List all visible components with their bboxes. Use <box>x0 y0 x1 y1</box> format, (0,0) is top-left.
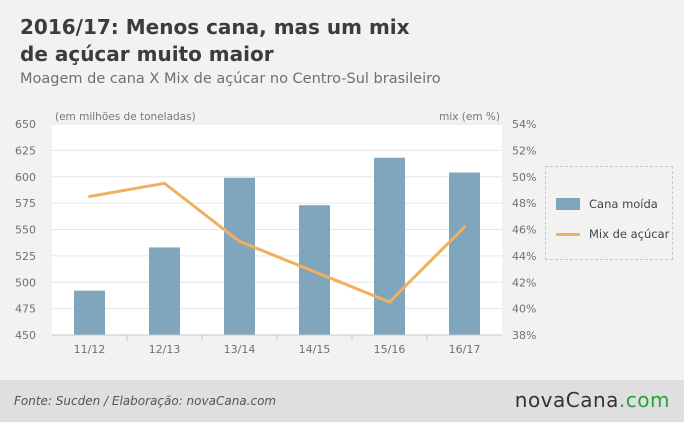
x-tick-label: 14/15 <box>299 343 331 356</box>
bar-16-17 <box>449 172 480 335</box>
y-left-axis-label: (em milhões de toneladas) <box>55 111 196 123</box>
x-tick-label: 16/17 <box>449 343 481 356</box>
y-left-tick-label: 500 <box>15 276 36 289</box>
chart-title: 2016/17: Menos cana, mas um mix de açúca… <box>20 15 410 66</box>
y-right-axis-label: mix (em %) <box>439 111 500 123</box>
combo-chart: 450 38% 475 40% 500 42% 525 44% 550 46% 575 48% 600 5… <box>15 111 536 356</box>
y-left-tick-label: 650 <box>15 118 36 131</box>
y-right-tick-label: 44% <box>512 250 536 263</box>
bar-15-16 <box>374 157 405 335</box>
y-left-tick-label: 600 <box>15 171 36 184</box>
bar-11-12 <box>74 290 105 335</box>
y-right-tick-label: 38% <box>512 329 536 342</box>
logo-accent-text: .com <box>618 388 670 412</box>
x-tick-label: 11/12 <box>74 343 106 356</box>
x-tick-label: 15/16 <box>374 343 406 356</box>
brand-logo: novaCana.com <box>515 388 670 412</box>
legend-swatch-bars <box>556 198 580 210</box>
y-left-tick-label: 625 <box>15 144 36 157</box>
y-left-tick-label: 525 <box>15 250 36 263</box>
y-left-tick-label: 550 <box>15 224 36 237</box>
y-right-tick-label: 52% <box>512 144 536 157</box>
chart-subtitle: Moagem de cana X Mix de açúcar no Centro… <box>20 71 441 87</box>
y-right-tick-label: 48% <box>512 197 536 210</box>
mix-line <box>88 181 466 304</box>
y-right-tick-label: 54% <box>512 118 536 131</box>
logo-main-text: novaCana <box>514 388 619 412</box>
y-left-tick-label: 575 <box>15 197 36 210</box>
x-tick-label: 13/14 <box>224 343 256 356</box>
y-right-tick-label: 42% <box>512 276 536 289</box>
y-right-tick-label: 46% <box>512 224 536 237</box>
bar-12-13 <box>149 247 180 335</box>
y-left-tick-label: 475 <box>15 303 36 316</box>
y-right-tick-label: 40% <box>512 303 536 316</box>
x-tick-label: 12/13 <box>149 343 181 356</box>
y-right-tick-label: 50% <box>512 171 536 184</box>
chart-legend: Cana moída Mix de açúcar <box>545 166 673 260</box>
y-left-tick-label: 450 <box>15 329 36 342</box>
footer: Fonte: Sucden / Elaboração: novaCana.com… <box>0 380 684 422</box>
legend-label-line: Mix de açúcar <box>589 227 670 241</box>
source-note: Fonte: Sucden / Elaboração: novaCana.com <box>14 394 277 408</box>
bar-13-14 <box>224 177 255 335</box>
legend-label-bars: Cana moída <box>589 197 658 211</box>
legend-swatch-line <box>556 233 580 236</box>
